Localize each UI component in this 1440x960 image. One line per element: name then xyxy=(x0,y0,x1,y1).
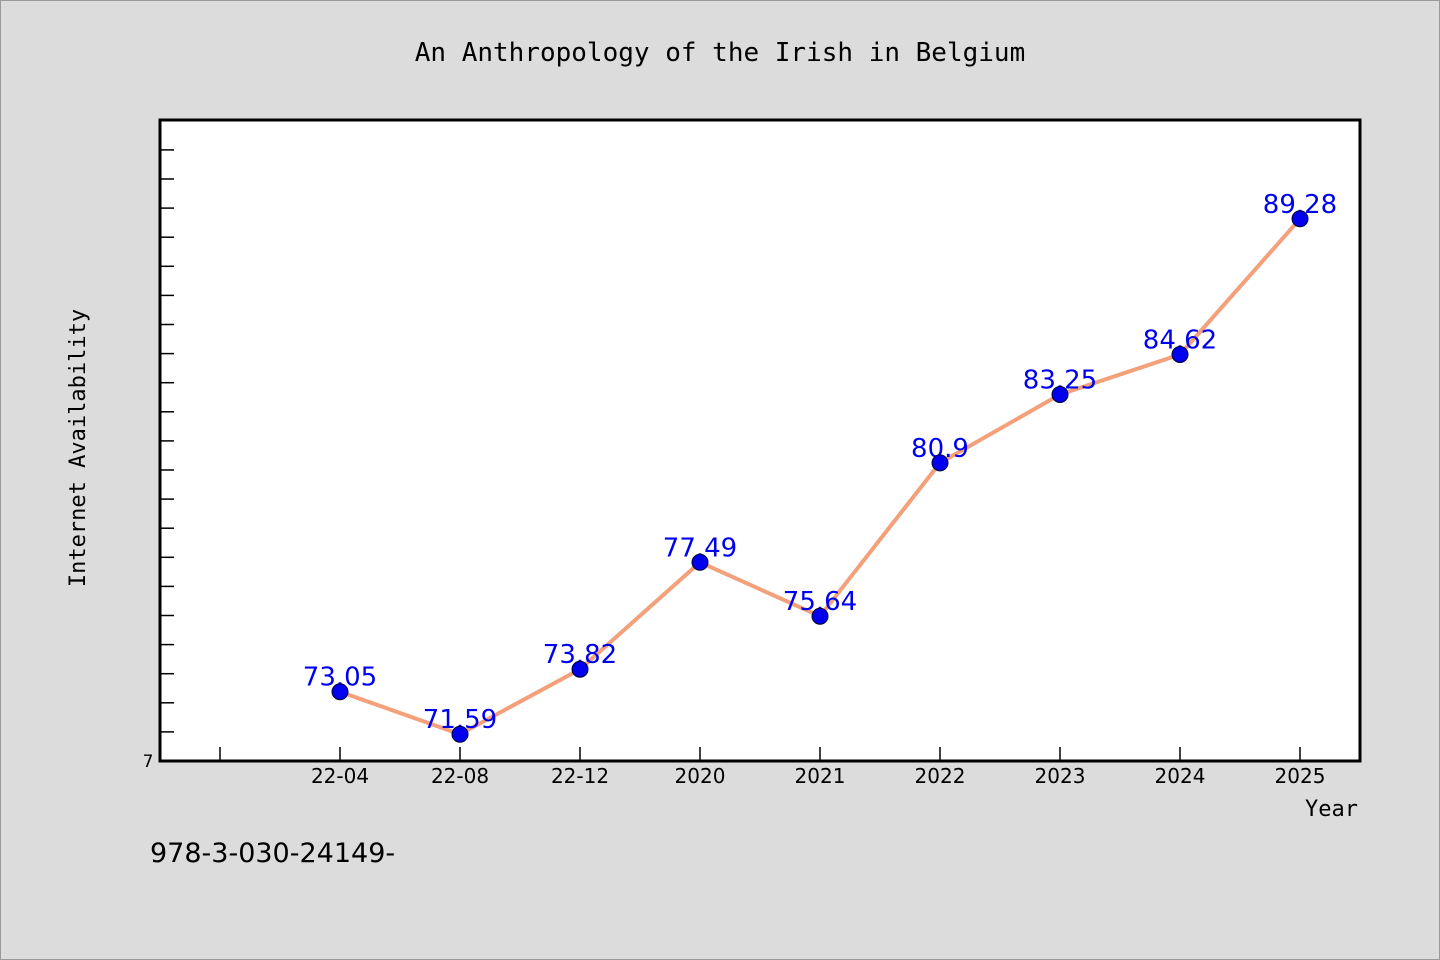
data-point xyxy=(331,683,349,701)
data-point xyxy=(1051,386,1069,403)
data-point xyxy=(1171,346,1189,363)
x-axis-ticks: 22-04 22-08 22-12 2020 2021 2022 2023 2024 2025 xyxy=(219,747,1326,788)
data-point xyxy=(811,607,829,625)
y-axis-ticks xyxy=(160,149,174,762)
x-tick-label: 2022 xyxy=(915,764,966,788)
data-labels: 73.0571.5973.8277.4975.6480.983.2584.628… xyxy=(303,190,1337,735)
x-tick-label: 22-04 xyxy=(311,764,369,788)
chart-title: An Anthropology of the Irish in Belgium xyxy=(415,38,1025,68)
x-tick-label: 2025 xyxy=(1275,764,1326,788)
x-tick-label: 2024 xyxy=(1155,764,1206,788)
x-tick-label: 2023 xyxy=(1035,764,1086,788)
x-tick-label: 2020 xyxy=(675,764,726,788)
y-tick-label: 7 xyxy=(143,752,154,772)
plot-area xyxy=(158,118,1362,763)
data-point xyxy=(1291,210,1309,228)
data-point xyxy=(691,553,709,571)
footer-text: 978-3-030-24149- xyxy=(150,838,395,869)
data-markers xyxy=(331,210,1309,743)
x-tick-label: 22-08 xyxy=(431,764,489,788)
y-axis-label: Internet Availability xyxy=(66,309,91,587)
data-point xyxy=(571,660,589,678)
x-tick-label: 22-12 xyxy=(551,764,609,788)
x-tick-label: 2021 xyxy=(795,764,846,788)
data-point xyxy=(451,725,469,743)
x-axis-label: Year xyxy=(1305,797,1358,822)
data-point xyxy=(931,454,949,472)
